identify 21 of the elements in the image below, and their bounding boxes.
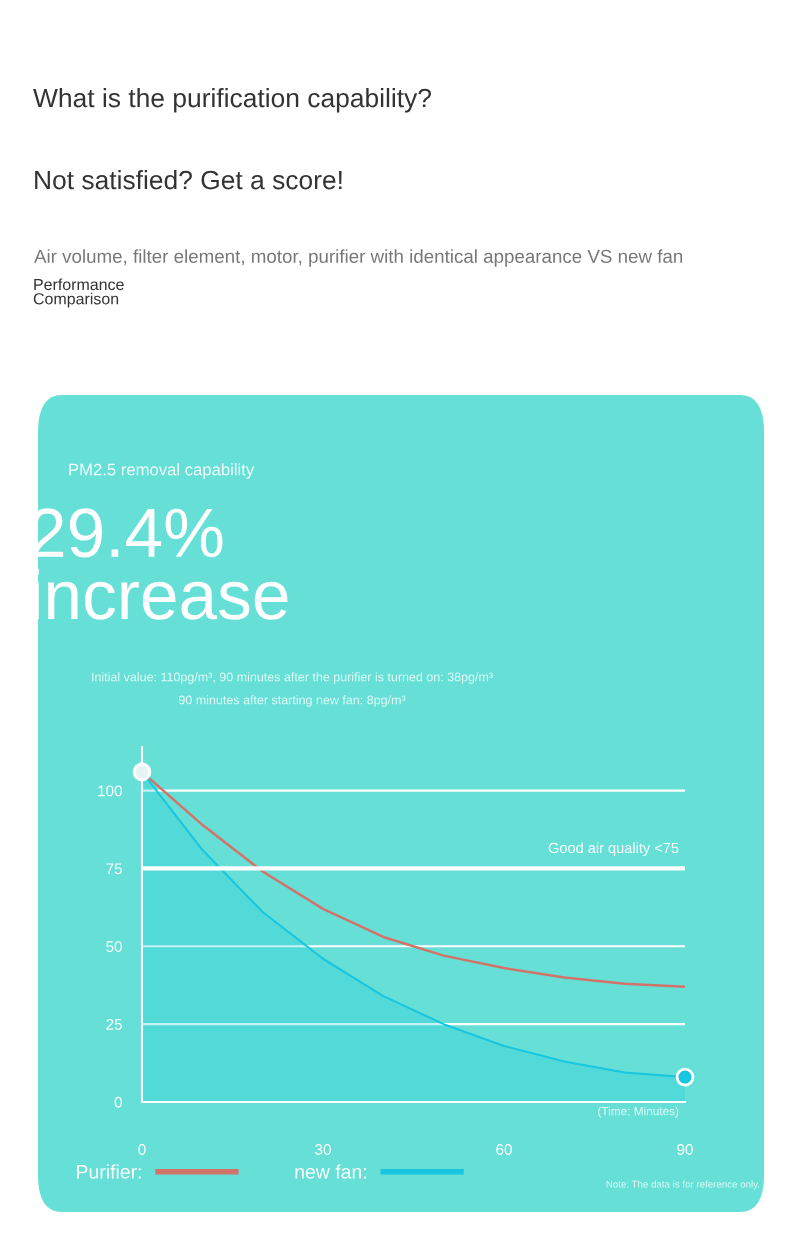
text: Initial value: 110pg/m³, 90 minutes after the purifier is turned on: 38pg/m³ xyxy=(92,672,493,684)
ref-line-label: Good air quality <75 xyxy=(548,842,679,856)
text: Note: The data is for reference only. xyxy=(606,1180,760,1190)
legend-label: Purifier: xyxy=(77,1164,141,1179)
text: PM2.5 removal capability xyxy=(69,463,255,479)
chart-subtitle: Not satisfied? Get a score! xyxy=(35,170,342,190)
x-tick-label: 30 xyxy=(315,1144,331,1155)
text: Air volume, filter element, motor, purifier with identical appearance VS new fan xyxy=(34,249,683,267)
x-tick-label: 90 xyxy=(677,1144,693,1155)
chart-title: What is the purification capability? xyxy=(33,88,431,113)
y-tick-label: 100 xyxy=(98,785,122,797)
x-tick-label: 60 xyxy=(496,1144,512,1155)
x-tick-label: 0 xyxy=(138,1144,146,1155)
y-tick-label: 0 xyxy=(114,1096,122,1108)
y-tick-label: 75 xyxy=(106,863,122,875)
y-tick-label: 50 xyxy=(106,941,122,952)
x-axis-title: (Time: Minutes) xyxy=(598,1106,679,1118)
text: Performance Comparison xyxy=(33,278,124,308)
legend-label: new fan: xyxy=(295,1164,366,1179)
y-tick-label: 25 xyxy=(106,1019,122,1030)
text: 90 minutes after starting new fan: 8pg/m³ xyxy=(179,695,406,707)
